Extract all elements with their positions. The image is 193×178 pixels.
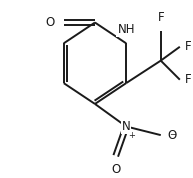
Text: +: + bbox=[128, 131, 135, 140]
Text: N: N bbox=[122, 120, 130, 133]
Text: O: O bbox=[111, 163, 120, 176]
Text: NH: NH bbox=[117, 23, 135, 36]
Text: F: F bbox=[185, 73, 192, 86]
Text: F: F bbox=[157, 11, 164, 24]
Text: O: O bbox=[46, 16, 55, 29]
Text: O: O bbox=[168, 129, 177, 142]
Text: −: − bbox=[169, 131, 176, 140]
Text: F: F bbox=[185, 40, 192, 53]
